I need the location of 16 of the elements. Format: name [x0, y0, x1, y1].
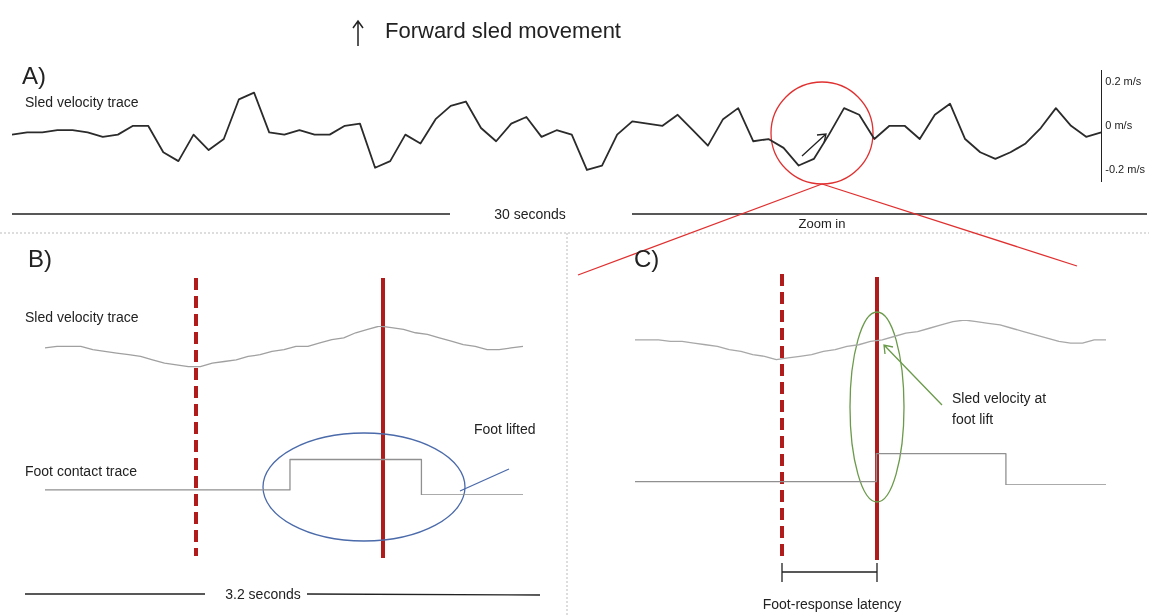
- chart-title: B): [28, 245, 52, 273]
- text: Foot-response latency: [762, 596, 902, 612]
- series-label: Foot contact trace: [25, 463, 138, 479]
- annotation: A): [22, 62, 46, 90]
- text: Zoom in: [798, 216, 846, 231]
- annotation: Foot lifted: [474, 421, 536, 437]
- chart-title: C): [634, 245, 660, 273]
- series-label: Sled velocity trace: [25, 94, 139, 110]
- text: Sled velocity trace: [25, 309, 139, 325]
- chart-title: Forward sled movement: [385, 18, 621, 44]
- annotation: Sled velocity at foot lift: [952, 389, 1048, 429]
- y-tick-label: 0.2 m/s: [1105, 74, 1142, 87]
- y-tick-label: 0 m/s: [1105, 118, 1133, 131]
- text: 30 seconds: [490, 206, 570, 222]
- y-tick-label: -0.2 m/s: [1105, 162, 1146, 175]
- text: 3.2 seconds: [221, 586, 305, 602]
